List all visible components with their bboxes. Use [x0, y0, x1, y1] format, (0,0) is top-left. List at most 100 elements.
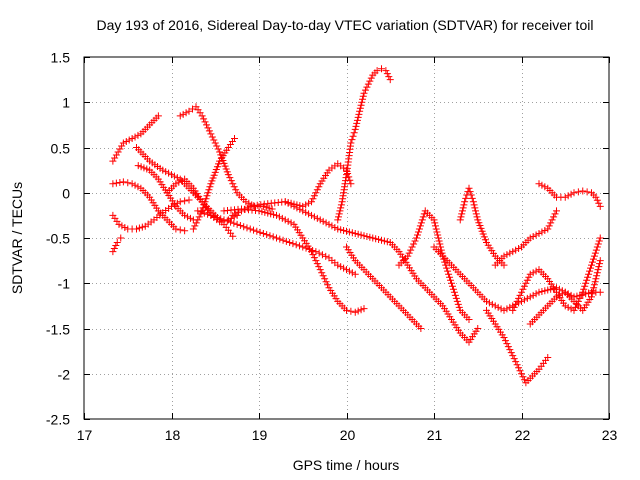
data-point [173, 174, 181, 182]
data-point [117, 234, 125, 242]
data-point [343, 266, 350, 274]
data-point [454, 300, 462, 308]
data-point [411, 237, 419, 245]
data-point [154, 112, 162, 120]
data-point [503, 305, 511, 313]
data-point [525, 273, 533, 281]
data-point [210, 213, 218, 221]
data-point [200, 201, 208, 209]
data-point [349, 132, 357, 140]
data-point [452, 294, 460, 302]
data-point [227, 214, 235, 222]
data-point [588, 293, 595, 301]
data-point [253, 201, 261, 209]
data-point [383, 70, 391, 78]
data-point [310, 254, 318, 262]
data-point [589, 287, 597, 295]
data-point [354, 113, 362, 121]
data-point [596, 257, 604, 265]
data-point [176, 198, 184, 206]
data-point [588, 290, 596, 298]
data-point [440, 255, 448, 263]
data-point [334, 213, 342, 221]
data-point [295, 242, 303, 250]
data-point [364, 80, 372, 88]
data-point [211, 139, 219, 147]
data-point [408, 243, 416, 251]
data-point [308, 198, 315, 206]
data-point [415, 225, 423, 233]
data-point [312, 189, 320, 197]
data-point [532, 231, 540, 239]
data-point [550, 213, 558, 221]
data-point [350, 129, 358, 137]
data-point [198, 112, 206, 120]
data-point [541, 287, 549, 295]
data-point [229, 211, 237, 219]
data-point [580, 285, 588, 293]
data-point [512, 358, 520, 366]
data-point [436, 240, 444, 248]
data-point [501, 337, 509, 345]
data-point [199, 204, 207, 212]
data-point [331, 223, 339, 231]
data-point [134, 131, 142, 139]
data-point [446, 273, 454, 281]
data-point [373, 67, 381, 75]
data-point [509, 306, 517, 314]
data-point [112, 179, 120, 187]
data-points [109, 65, 604, 387]
data-point [110, 245, 118, 253]
data-point [469, 198, 477, 206]
data-point [500, 252, 508, 260]
data-point [232, 210, 240, 218]
data-point [124, 179, 132, 187]
data-point [309, 251, 317, 259]
data-point [567, 190, 575, 198]
data-point [313, 186, 321, 194]
data-point [529, 232, 537, 240]
x-tick-label: 17 [77, 427, 93, 443]
data-point [217, 215, 225, 223]
data-point [118, 142, 126, 150]
data-point [232, 186, 240, 194]
data-point [229, 180, 237, 188]
data-point [109, 248, 117, 256]
data-point [243, 224, 251, 232]
data-point [299, 243, 307, 251]
data-point [281, 216, 289, 224]
data-point [273, 234, 280, 242]
data-point [353, 116, 361, 124]
data-point [348, 229, 356, 237]
data-point [175, 178, 183, 186]
data-point [458, 210, 466, 218]
data-point [319, 272, 327, 280]
data-point [417, 219, 425, 227]
data-point [354, 307, 362, 315]
data-point [465, 315, 473, 323]
data-point [310, 192, 318, 200]
data-point [444, 267, 452, 275]
data-point [448, 282, 456, 290]
data-point [287, 219, 295, 227]
data-point [576, 294, 584, 302]
data-point [588, 258, 596, 266]
data-point [112, 242, 120, 250]
data-point [561, 302, 569, 310]
data-point [356, 104, 364, 112]
data-point [351, 229, 359, 237]
data-point [334, 216, 342, 224]
data-point [270, 211, 278, 219]
data-point [472, 207, 480, 215]
data-point [340, 264, 348, 272]
data-point [550, 285, 558, 293]
data-point [227, 218, 235, 226]
data-point [328, 222, 336, 230]
data-point [131, 181, 139, 189]
data-point [570, 189, 578, 197]
x-tick-label: 22 [515, 427, 531, 443]
data-point [334, 261, 342, 269]
data-point [253, 227, 261, 235]
data-point [526, 270, 534, 278]
data-point [315, 263, 323, 271]
